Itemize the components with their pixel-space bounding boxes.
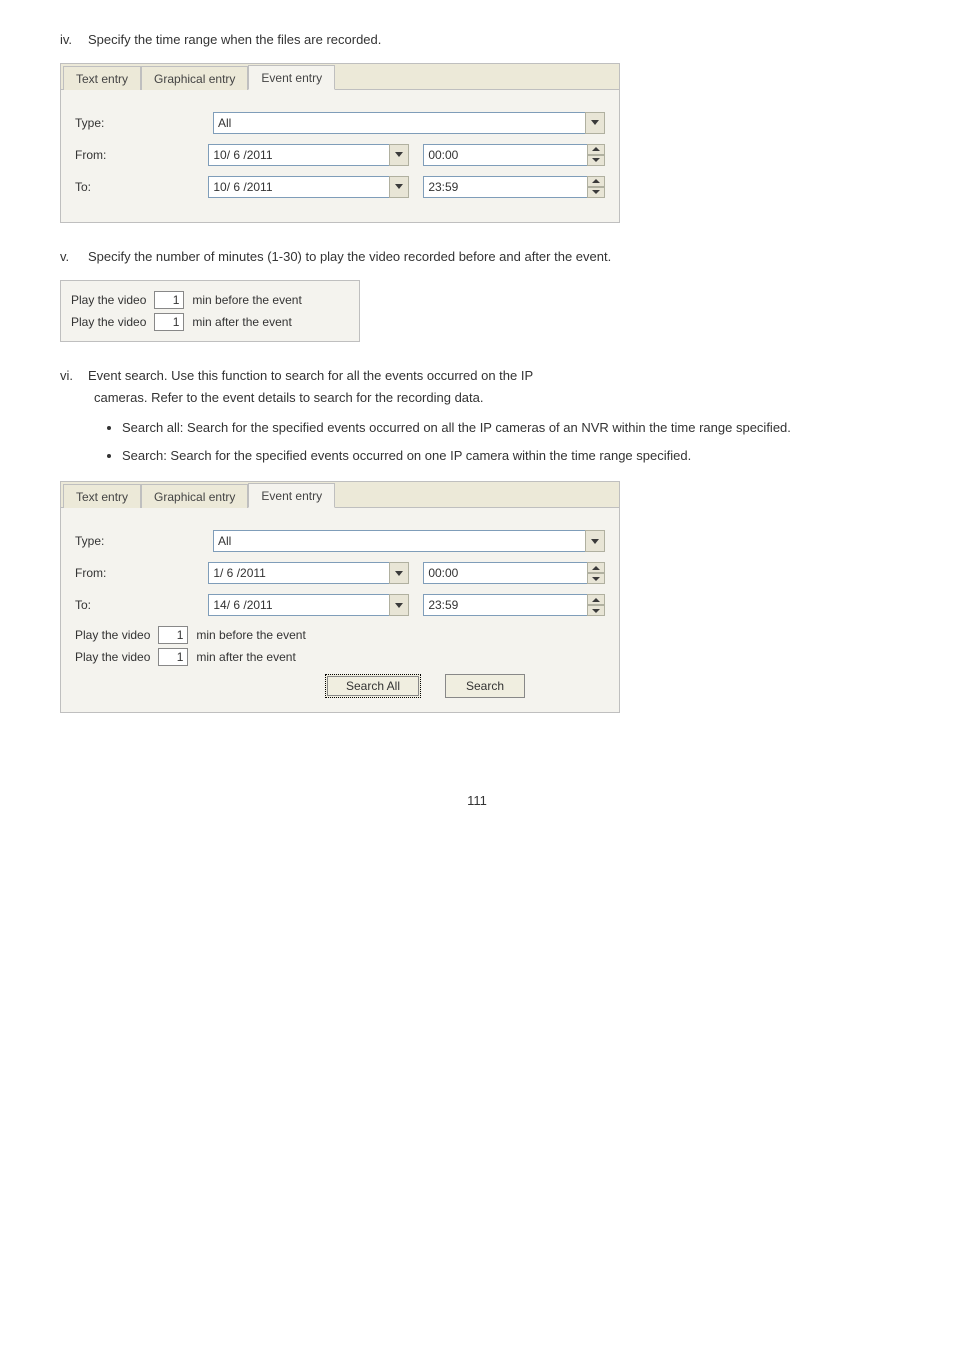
list-item-iv: iv.Specify the time range when the files… [60,30,894,51]
type-value: All [218,116,231,130]
to-time-input-2[interactable]: 23:59 [423,594,588,616]
panel-time-range-1: Text entry Graphical entry Event entry T… [60,63,620,223]
text-vi-2: cameras. Refer to the event details to s… [94,390,484,405]
label-type-2: Type: [75,534,213,548]
list-item-vi: vi.Event search. Use this function to se… [60,366,894,387]
from-date-input-2[interactable]: 1/ 6 /2011 [208,562,390,584]
from-time-value-2: 00:00 [428,566,458,580]
tab-event-entry[interactable]: Event entry [248,65,335,90]
label-type: Type: [75,116,213,130]
minutes-after-value: 1 [173,315,180,329]
type-dropdown-btn[interactable] [585,112,605,134]
label-before-b: min before the event [192,293,301,307]
spin-up-icon[interactable] [587,562,605,573]
to-time-value-2: 23:59 [428,598,458,612]
panel-event-search: Text entry Graphical entry Event entry T… [60,481,620,713]
from-time-input[interactable]: 00:00 [423,144,588,166]
mini-panel-minutes: Play the video 1 min before the event Pl… [60,280,360,342]
chevron-down-icon [395,184,403,189]
label-p2a: Play the video [75,650,150,664]
panel-body-1: Type: All From: 10/ 6 /2011 00:00 To: [61,90,619,222]
spin-up-icon[interactable] [587,176,605,187]
type-dropdown-btn-2[interactable] [585,530,605,552]
spin-up-icon[interactable] [587,594,605,605]
search-all-label: Search All [346,679,400,693]
bullet-search: Search: Search for the specified events … [122,445,894,467]
search-all-button[interactable]: Search All [325,674,421,698]
label-before-a: Play the video [71,293,146,307]
from-date-dd-2[interactable] [389,562,409,584]
to-date-dd-2[interactable] [389,594,409,616]
text-v: Specify the number of minutes (1-30) to … [88,249,611,264]
minutes-before-value: 1 [173,293,180,307]
text-vi-1: Event search. Use this function to searc… [88,368,533,383]
label-from-2: From: [75,566,208,580]
tabs-2: Text entry Graphical entry Event entry [61,482,619,508]
from-time-spinner[interactable] [587,144,605,166]
label-p1b: min before the event [196,628,305,642]
marker-v: v. [60,247,88,268]
from-time-value: 00:00 [428,148,458,162]
p1-value: 1 [177,628,184,642]
from-time-spinner-2[interactable] [587,562,605,584]
tab-graphical-entry-2[interactable]: Graphical entry [141,484,248,508]
tab-event-entry-2[interactable]: Event entry [248,483,335,508]
text-iv: Specify the time range when the files ar… [88,32,381,47]
from-date-dd[interactable] [389,144,409,166]
spin-down-icon[interactable] [587,573,605,584]
label-to-2: To: [75,598,208,612]
chevron-down-icon [591,539,599,544]
to-date-value: 10/ 6 /2011 [213,180,272,194]
text-vi-2-wrap: cameras. Refer to the event details to s… [60,388,894,409]
to-date-input[interactable]: 10/ 6 /2011 [208,176,390,198]
label-p2b: min after the event [196,650,295,664]
page-number: 111 [60,793,894,808]
to-time-value: 23:59 [428,180,458,194]
spin-down-icon[interactable] [587,605,605,616]
from-date-value-2: 1/ 6 /2011 [213,566,266,580]
to-date-input-2[interactable]: 14/ 6 /2011 [208,594,390,616]
type-value-2: All [218,534,231,548]
minutes-after-input[interactable]: 1 [154,313,184,331]
marker-vi: vi. [60,366,88,387]
type-select-2[interactable]: All [213,530,586,552]
to-date-value-2: 14/ 6 /2011 [213,598,272,612]
label-after-a: Play the video [71,315,146,329]
panel-body-2: Type: All From: 1/ 6 /2011 00:00 To: [61,508,619,712]
bullet-search-all: Search all: Search for the specified eve… [122,417,894,439]
label-after-b: min after the event [192,315,291,329]
tabs-1: Text entry Graphical entry Event entry [61,64,619,90]
chevron-down-icon [395,603,403,608]
search-button[interactable]: Search [445,674,525,698]
chevron-down-icon [591,120,599,125]
spin-down-icon[interactable] [587,155,605,166]
from-date-input[interactable]: 10/ 6 /2011 [208,144,390,166]
from-time-input-2[interactable]: 00:00 [423,562,588,584]
bullet-list-vi: Search all: Search for the specified eve… [60,417,894,467]
spin-down-icon[interactable] [587,187,605,198]
tab-graphical-entry[interactable]: Graphical entry [141,66,248,90]
p2-value: 1 [177,650,184,664]
to-time-input[interactable]: 23:59 [423,176,588,198]
label-from: From: [75,148,208,162]
tab-text-entry-2[interactable]: Text entry [63,484,141,508]
type-select[interactable]: All [213,112,586,134]
search-label: Search [466,679,504,693]
label-to: To: [75,180,208,194]
to-date-dd[interactable] [389,176,409,198]
tab-text-entry[interactable]: Text entry [63,66,141,90]
list-item-v: v.Specify the number of minutes (1-30) t… [60,247,894,268]
marker-iv: iv. [60,30,88,51]
spin-up-icon[interactable] [587,144,605,155]
from-date-value: 10/ 6 /2011 [213,148,272,162]
minutes-before-input[interactable]: 1 [154,291,184,309]
chevron-down-icon [395,152,403,157]
to-time-spinner-2[interactable] [587,594,605,616]
chevron-down-icon [395,571,403,576]
label-p1a: Play the video [75,628,150,642]
p2-input[interactable]: 1 [158,648,188,666]
to-time-spinner[interactable] [587,176,605,198]
p1-input[interactable]: 1 [158,626,188,644]
